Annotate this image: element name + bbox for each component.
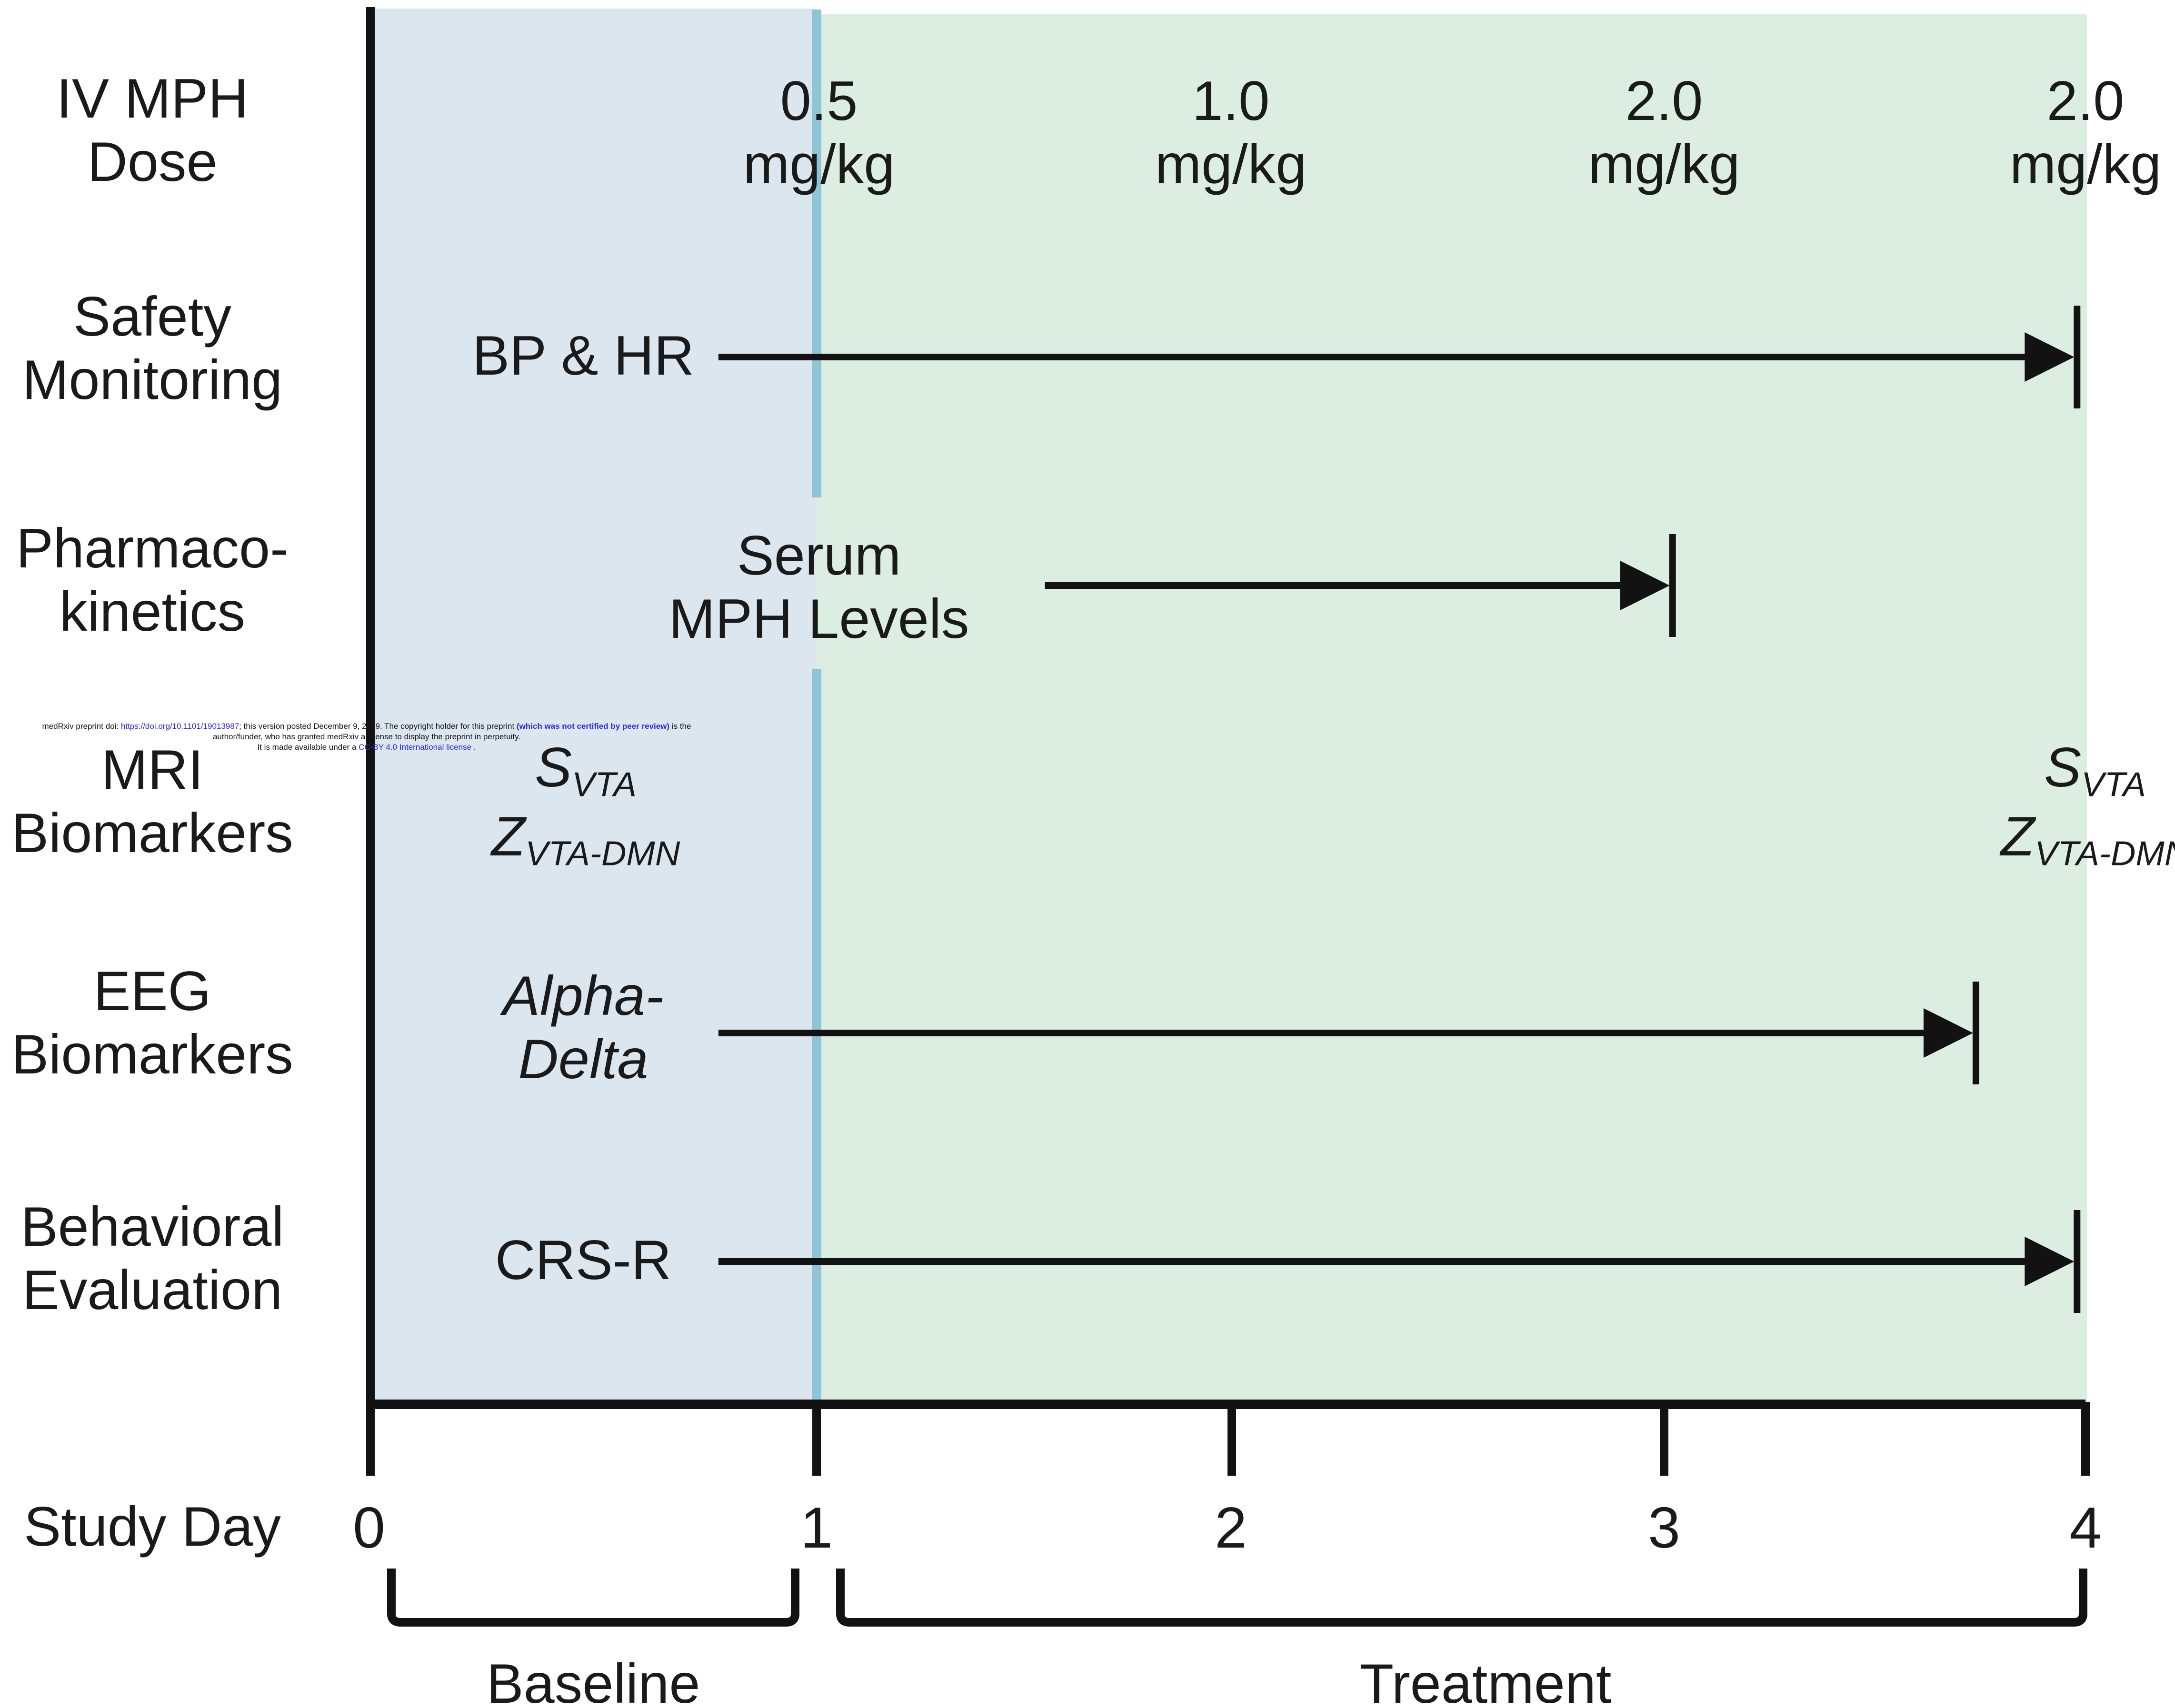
- behavior-arrowhead: [2025, 1237, 2075, 1286]
- dose-label-2: 1.0 mg/kg: [1155, 70, 1307, 196]
- row-label-eeg: EEG Biomarkers: [11, 960, 293, 1086]
- axis-ticks: [366, 1402, 2090, 1476]
- phase-label-baseline: Baseline: [486, 1652, 700, 1708]
- baseline-region: [370, 9, 817, 1404]
- eeg-arrowhead: [1923, 1008, 1973, 1058]
- row-label-safety: Safety Monitoring: [22, 285, 283, 411]
- row-label-study-day: Study Day: [24, 1495, 281, 1558]
- row-label-behavior: Behavioral Evaluation: [20, 1195, 284, 1321]
- dose-label-3: 2.0 mg/kg: [1588, 70, 1740, 196]
- mri-endpoint-measures: SVTA ZVTA-DMN: [2000, 736, 2175, 873]
- treatment-region: [817, 14, 2087, 1404]
- license-link[interactable]: CC-BY 4.0 International license: [359, 743, 472, 752]
- pk-arrowhead: [1620, 561, 1670, 610]
- row-label-dose: IV MPH Dose: [56, 67, 249, 193]
- arrows-layer: [718, 306, 2081, 1313]
- dose-label-4: 2.0 mg/kg: [2009, 70, 2162, 196]
- safety-arrowhead: [2025, 332, 2075, 382]
- doi-link[interactable]: https://doi.org/10.1101/19013987: [120, 722, 239, 731]
- treatment-bracket: [836, 1569, 2087, 1627]
- tick-label-day-3: 3: [1648, 1495, 1680, 1560]
- tick-label-day-4: 4: [2069, 1495, 2102, 1560]
- eeg-measure-label: Alpha- Delta: [502, 964, 664, 1091]
- baseline-bracket: [387, 1569, 799, 1627]
- phase-divider-segment-1: [812, 10, 821, 497]
- tick-label-day-1: 1: [800, 1495, 833, 1560]
- tick-label-day-0: 0: [353, 1495, 385, 1560]
- row-label-pharmacokinetics: Pharmaco-kinetics: [16, 517, 289, 643]
- phase-label-treatment: Treatment: [1359, 1652, 1612, 1708]
- tick-label-day-2: 2: [1215, 1495, 1247, 1560]
- row-label-mri: MRI Biomarkers: [11, 738, 293, 864]
- safety-measure-label: BP & HR: [472, 324, 694, 387]
- pk-measure-label: Serum MPH Levels: [668, 524, 969, 650]
- behavior-measure-label: CRS-R: [495, 1229, 672, 1291]
- dose-label-1: 0.5 mg/kg: [743, 70, 895, 196]
- preprint-notice: medRxiv preprint doi: https://doi.org/10…: [42, 722, 691, 752]
- mri-baseline-measures: SVTA ZVTA-DMN: [491, 736, 680, 873]
